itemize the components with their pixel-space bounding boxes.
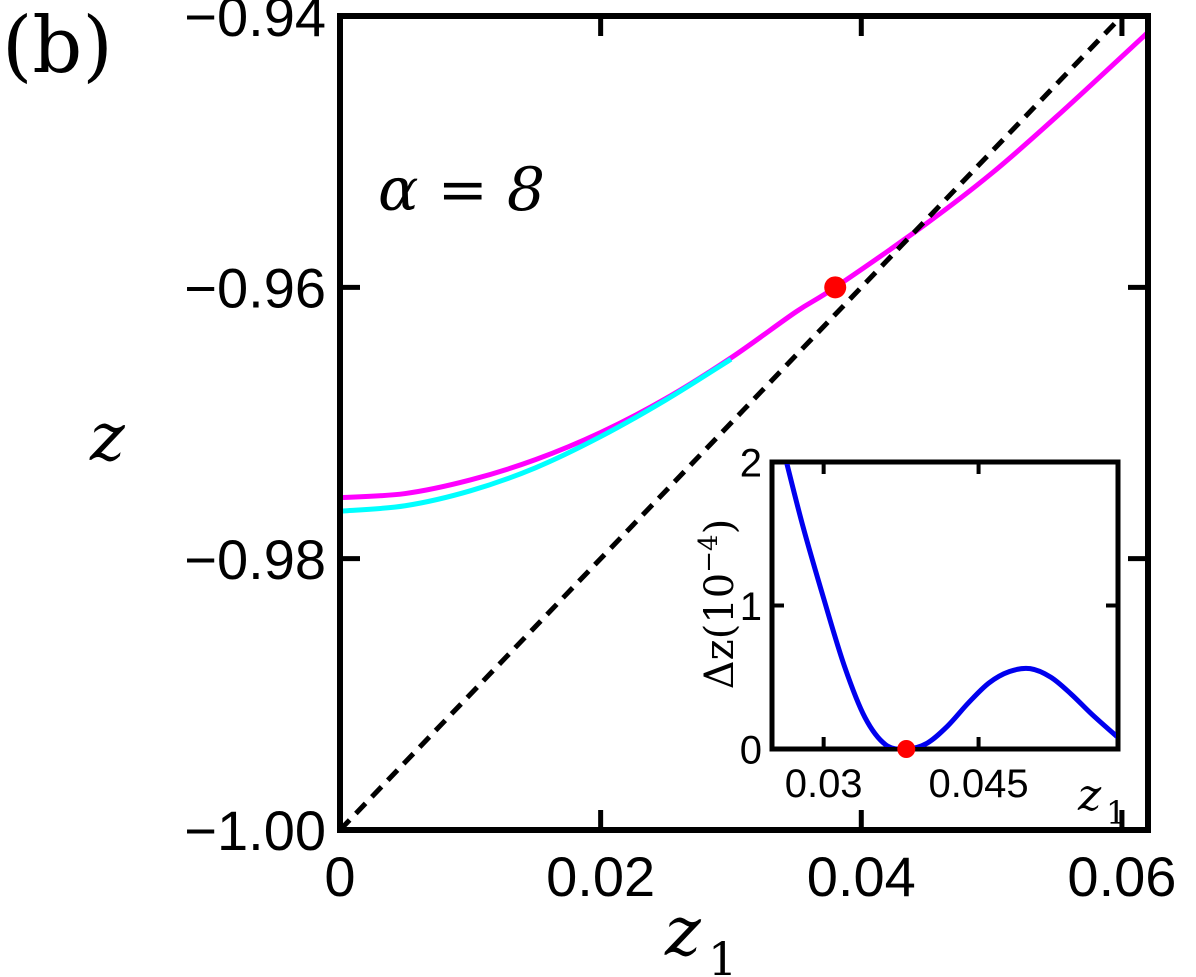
- y-tick-label: 2: [740, 441, 762, 485]
- inset-background: [772, 462, 1118, 749]
- main-tick-labels: 0 0.02 0.04 0.06 −1.00 −0.98 −0.96 −0.94: [184, 0, 1176, 908]
- x-tick-label: 0.03: [785, 762, 863, 806]
- inset-tick-labels: 0.03 0.045 0 1 2: [740, 441, 1029, 806]
- svg-text:Δz(10−4): Δz(10−4): [694, 519, 743, 689]
- alpha-annotation: α = 8: [378, 155, 545, 225]
- red-point: [897, 740, 916, 758]
- y-axis-label: z: [89, 399, 126, 476]
- inset-markers: [897, 740, 916, 758]
- inset-x-axis-label: z 1: [1077, 770, 1126, 832]
- svg-text:z: z: [664, 893, 702, 972]
- y-tick-label: 0: [740, 728, 762, 772]
- series-cyan: [343, 357, 733, 514]
- series-magenta: [343, 31, 1145, 500]
- series-delta-z: [784, 464, 1116, 747]
- main-series: [343, 19, 1145, 827]
- x-tick-label: 0: [324, 845, 355, 908]
- y-tick-label: −0.96: [184, 256, 326, 319]
- y-tick-label: −1.00: [184, 799, 326, 862]
- y-tick-label: −0.94: [184, 0, 326, 48]
- svg-text:1: 1: [1106, 794, 1126, 832]
- x-tick-label: 0.02: [546, 845, 655, 908]
- inset-y-axis-label: Δz(10−4): [694, 519, 743, 689]
- x-tick-label: 0.04: [807, 845, 916, 908]
- panel-label: (b): [2, 1, 113, 91]
- series-diagonal: [343, 19, 1123, 827]
- y-tick-label: −0.98: [184, 528, 326, 591]
- main-plot-frame: [337, 13, 1151, 833]
- x-axis-label: z 1: [664, 893, 737, 977]
- svg-text:1: 1: [708, 932, 737, 977]
- main-markers: [824, 276, 847, 299]
- x-tick-label: 0.045: [929, 762, 1029, 806]
- main-ticks: [337, 13, 1148, 833]
- inset-series: [784, 464, 1116, 747]
- y-tick-label: 1: [740, 585, 762, 629]
- inset-ticks: [772, 460, 1118, 751]
- red-point: [824, 276, 847, 299]
- svg-text:z: z: [1077, 770, 1102, 821]
- x-tick-label: 0.06: [1067, 845, 1176, 908]
